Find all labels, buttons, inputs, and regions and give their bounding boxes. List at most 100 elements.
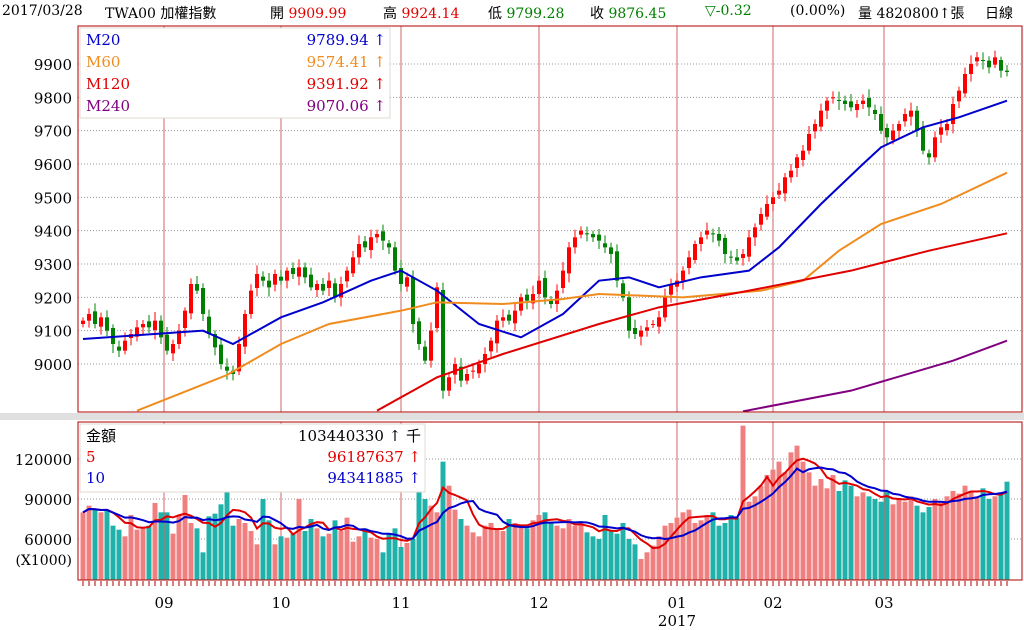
candle-down [837, 100, 841, 101]
candle-down [399, 268, 403, 284]
ma-line-m240 [742, 339, 1008, 413]
ma-line-m60 [136, 171, 1008, 412]
candle-up [375, 234, 379, 238]
candle-up [993, 57, 997, 65]
candle-down [441, 290, 445, 391]
candle-down [987, 60, 991, 68]
volume-bar [974, 496, 980, 580]
volume-bar [884, 491, 890, 580]
candle-up [435, 287, 439, 328]
candle-up [273, 274, 277, 285]
candle-up [357, 244, 361, 258]
open-label: 開 [270, 6, 284, 22]
volume-bar [590, 536, 596, 580]
candle-down [723, 238, 727, 254]
volume-bar [680, 512, 686, 580]
panel-separator[interactable] [0, 413, 1024, 420]
candle-down [261, 276, 265, 281]
candle-down [159, 320, 163, 338]
candle-up [531, 294, 535, 304]
volume-bar [116, 529, 122, 580]
volume-tick-label: 120000 [15, 451, 72, 469]
candle-down [621, 283, 625, 298]
candle-up [483, 354, 487, 364]
volume-bar [134, 529, 140, 580]
candle-up [975, 57, 979, 62]
candle-up [765, 204, 769, 217]
volume-bar [554, 525, 560, 580]
high-label: 高 [383, 6, 397, 22]
volume-bar [92, 509, 98, 580]
price-tick-label: 9400 [34, 223, 72, 241]
volume-bar [548, 523, 554, 580]
candle-up [183, 310, 187, 328]
volume-bar [104, 509, 110, 580]
volume-tick-label: 90000 [24, 491, 72, 509]
volume-bar [890, 504, 896, 580]
volume-bar [374, 539, 380, 580]
close-label: 收 [590, 6, 604, 22]
candle-down [711, 233, 715, 235]
candle-down [735, 257, 739, 261]
volume-bar [764, 475, 770, 580]
volume-bar [308, 519, 314, 580]
volume-bar [872, 499, 878, 580]
candle-down [279, 276, 283, 281]
candle-up [801, 150, 805, 160]
volume-bar [278, 536, 284, 580]
candle-up [963, 74, 967, 94]
candle-up [495, 320, 499, 344]
volume-bar [332, 520, 338, 580]
volume-bar [830, 475, 836, 580]
candle-up [945, 124, 949, 130]
volume-bar [326, 533, 332, 580]
volume-bar [398, 547, 404, 580]
volume-bar [404, 543, 410, 580]
candle-up [933, 137, 937, 158]
candle-down [507, 314, 511, 321]
volume-bar [314, 528, 320, 580]
month-label: 02 [763, 594, 782, 612]
volume-bar [164, 512, 170, 580]
candle-down [879, 114, 883, 131]
volume-bar [458, 519, 464, 580]
candle-down [291, 268, 295, 274]
candle-down [417, 321, 421, 344]
volume-bar [416, 459, 422, 580]
volume-bar [614, 533, 620, 580]
candle-up [969, 64, 973, 74]
candle-up [687, 257, 691, 268]
candle-down [303, 267, 307, 278]
price-tick-label: 9600 [34, 156, 72, 174]
candle-up [315, 284, 319, 290]
candle-down [363, 241, 367, 248]
volume-bar [80, 512, 86, 580]
volume-bar [176, 515, 182, 580]
volume-bar [86, 505, 92, 580]
candle-up [693, 244, 697, 260]
volume-bar [224, 489, 230, 580]
volume-bar [206, 516, 212, 580]
open-value: 9909.99 [288, 6, 347, 22]
candle-up [513, 310, 517, 324]
price-tick-label: 9500 [34, 189, 72, 207]
volume-bar [386, 533, 392, 580]
volume-bar [200, 552, 206, 580]
volume-bar [260, 499, 266, 580]
candle-up [141, 324, 145, 328]
volume-bar [578, 523, 584, 580]
period-selector[interactable]: 日線 [985, 6, 1013, 22]
low-value: 9799.28 [506, 6, 565, 22]
candle-up [789, 170, 793, 178]
volume-bar [344, 517, 350, 580]
volume-bar [716, 525, 722, 580]
candle-up [645, 327, 649, 331]
volume-bar [230, 525, 236, 580]
candle-down [267, 280, 271, 288]
candle-up [489, 340, 493, 352]
price-legend-value: 9574.41 ↑ [307, 53, 386, 71]
volume-bar [770, 469, 776, 580]
volume-bar [392, 528, 398, 580]
ma-line-m20 [82, 99, 1008, 346]
